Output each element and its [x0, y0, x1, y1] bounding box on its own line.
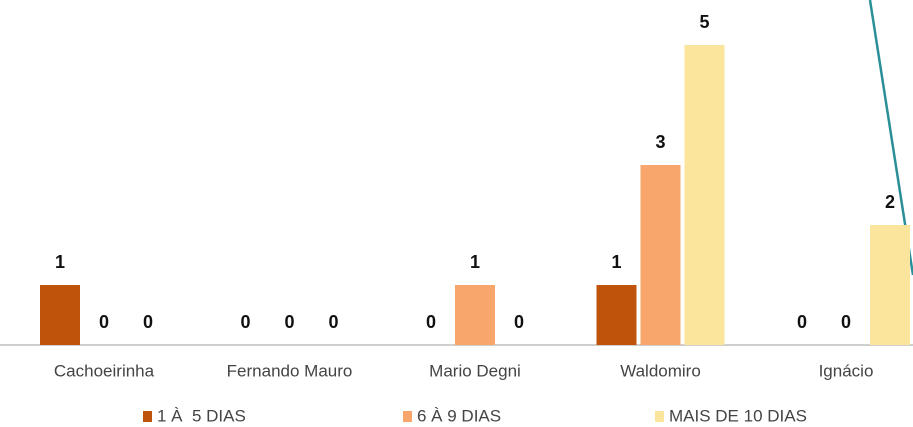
x-tick-label: Mario Degni [429, 361, 521, 380]
data-label: 0 [99, 312, 109, 332]
x-tick-label: Ignácio [819, 361, 874, 380]
data-label: 0 [143, 312, 153, 332]
data-label: 1 [611, 252, 621, 272]
data-label: 3 [655, 132, 665, 152]
bar [596, 285, 637, 345]
bar [870, 225, 910, 345]
data-label: 0 [426, 312, 436, 332]
data-label: 2 [885, 192, 895, 212]
legend-label: MAIS DE 10 DIAS [669, 406, 807, 425]
bar [40, 285, 80, 345]
legend-swatch [143, 411, 152, 422]
bar [684, 45, 725, 345]
legend-swatch [655, 411, 664, 422]
bar [640, 165, 681, 345]
data-label: 0 [240, 312, 250, 332]
data-label: 0 [284, 312, 294, 332]
data-label: 5 [699, 12, 709, 32]
data-label: 0 [328, 312, 338, 332]
x-tick-label: Fernando Mauro [227, 361, 353, 380]
legend-label: 6 À 9 DIAS [417, 406, 501, 425]
data-label: 0 [841, 312, 851, 332]
x-tick-label: Cachoeirinha [54, 361, 155, 380]
bar [455, 285, 495, 345]
x-tick-label: Waldomiro [620, 361, 701, 380]
data-label: 1 [55, 252, 65, 272]
legend-label: 1 À 5 DIAS [157, 406, 246, 425]
data-label: 0 [514, 312, 524, 332]
data-label: 0 [797, 312, 807, 332]
data-label: 1 [470, 252, 480, 272]
legend-swatch [403, 411, 412, 422]
